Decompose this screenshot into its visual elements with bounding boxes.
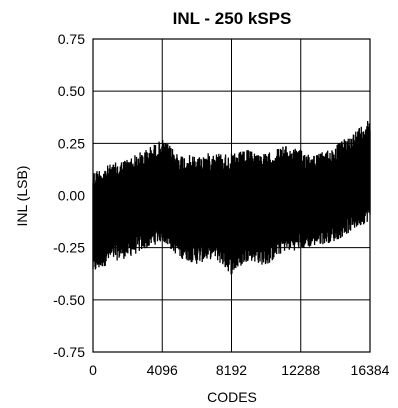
y-tick-label: 0.25 xyxy=(58,135,85,151)
x-tick-label: 4096 xyxy=(147,362,178,378)
x-tick-label: 12288 xyxy=(281,362,320,378)
y-tick-label: 0.75 xyxy=(58,31,85,47)
y-tick-label: -0.50 xyxy=(53,292,85,308)
y-tick-label: -0.75 xyxy=(53,344,85,360)
x-axis-label: CODES xyxy=(207,389,257,405)
y-tick-label: -0.25 xyxy=(53,240,85,256)
x-tick-label: 8192 xyxy=(216,362,247,378)
inl-trace xyxy=(92,120,371,275)
chart-title: INL - 250 kSPS xyxy=(173,9,292,28)
x-tick-labels: 0 4096 8192 12288 16384 xyxy=(89,362,390,378)
plot-frame xyxy=(92,38,371,353)
inl-series xyxy=(92,120,371,275)
y-axis-label: INL (LSB) xyxy=(14,166,30,227)
x-tick-label: 16384 xyxy=(351,362,390,378)
x-tick-label: 0 xyxy=(89,362,97,378)
y-tick-labels: 0.75 0.50 0.25 0.00 -0.25 -0.50 -0.75 xyxy=(53,31,85,360)
y-tick-label: 0.50 xyxy=(58,83,85,99)
y-tick-label: 0.00 xyxy=(58,188,85,204)
